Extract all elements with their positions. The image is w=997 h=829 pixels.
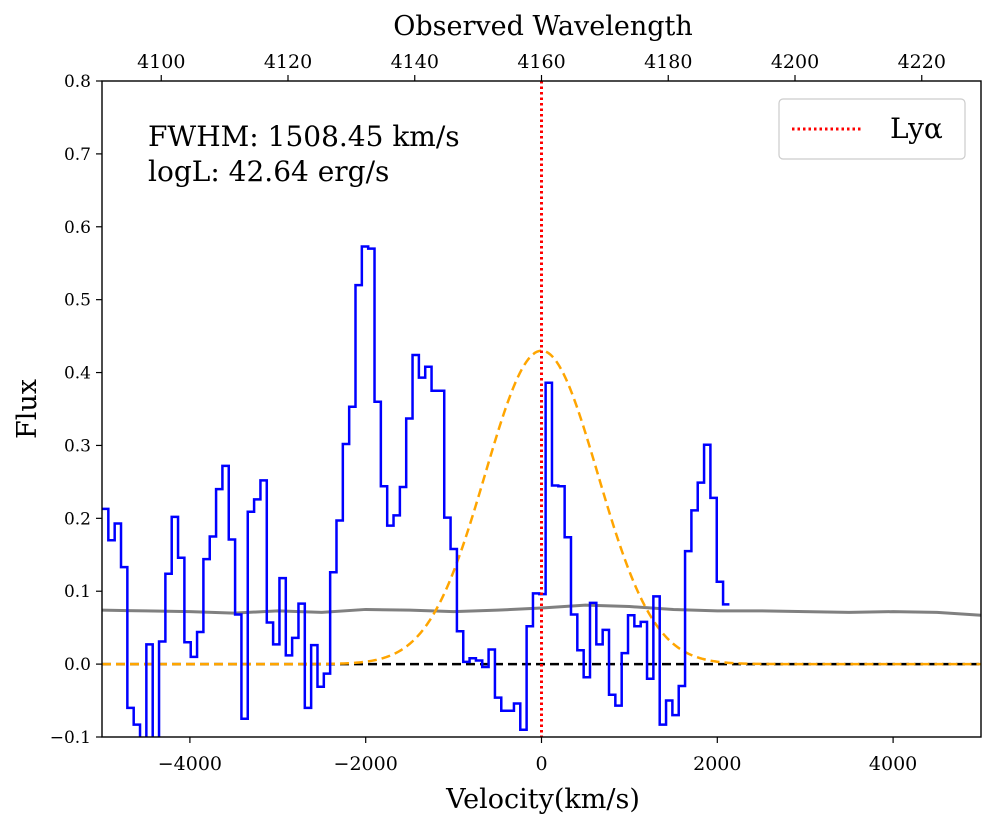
legend-lya-label: Lyα: [890, 112, 943, 145]
y-tick-label: 0.5: [64, 291, 91, 311]
y-tick-label: 0.1: [64, 582, 91, 602]
fwhm-annotation: FWHM: 1508.45 km/s: [148, 120, 460, 153]
y-tick-label: −0.1: [50, 728, 91, 748]
y-tick-label: 0.4: [64, 364, 91, 384]
x-tick-label: −4000: [158, 753, 222, 775]
top-axis-title: Observed Wavelength: [393, 11, 693, 42]
legend: Lyα: [778, 98, 966, 160]
top-tick-label: 4140: [391, 51, 439, 73]
top-tick-label: 4200: [771, 51, 819, 73]
top-tick-label: 4120: [264, 51, 312, 73]
y-tick-label: 0.7: [64, 145, 91, 165]
y-tick-label: 0.3: [64, 436, 91, 456]
spectrum-step-line: [102, 245, 730, 737]
y-tick-label: 0.8: [64, 72, 91, 92]
x-tick-label: 0: [535, 753, 547, 775]
top-tick-label: 4220: [898, 51, 946, 73]
x-tick-label: −2000: [334, 753, 398, 775]
logl-annotation: logL: 42.64 erg/s: [148, 155, 389, 188]
y-tick-label: 0.0: [64, 655, 91, 675]
legend-box: [778, 98, 966, 160]
top-tick-label: 4180: [644, 51, 692, 73]
y-tick-label: 0.2: [64, 509, 91, 529]
top-tick-label: 4160: [517, 51, 565, 73]
x-tick-label: 4000: [869, 753, 917, 775]
y-tick-label: 0.6: [64, 218, 91, 238]
x-tick-label: 2000: [693, 753, 741, 775]
top-tick-label: 4100: [137, 51, 185, 73]
x-axis-title: Velocity(km/s): [445, 784, 640, 815]
y-axis-title: Flux: [12, 379, 43, 439]
